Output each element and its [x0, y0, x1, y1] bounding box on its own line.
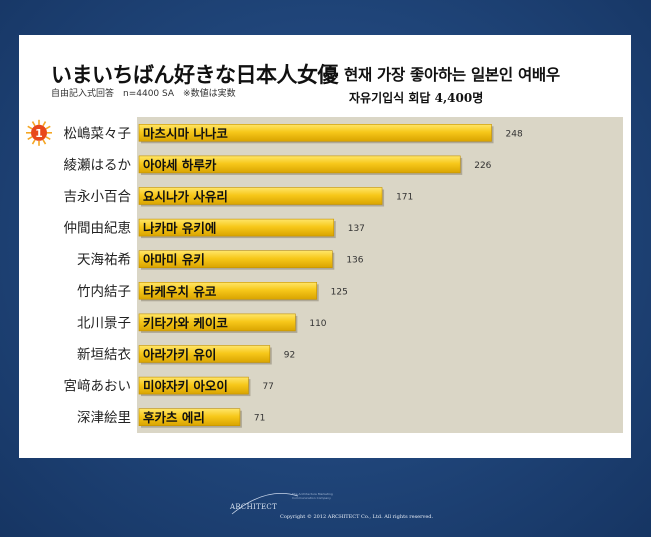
category-label: 松嶋菜々子 — [64, 126, 132, 142]
value-label: 125 — [331, 287, 348, 297]
bar-label-kr: 아야세 하루카 — [143, 157, 217, 172]
copyright-notice: Copyright © 2012 ARCHITECT Co., Ltd. All… — [280, 514, 434, 520]
bar-label-kr: 키타가와 케이코 — [143, 315, 228, 330]
bar-label-kr: 미야자키 아오이 — [143, 379, 228, 394]
bar-label-kr: 아라가키 유이 — [143, 347, 216, 362]
bar — [138, 155, 461, 174]
bar — [138, 250, 333, 268]
chart-card: 松嶋菜々子 마츠시마 나나코 248 綾瀬はるか 아야세 하루카 226 吉永小百合 요시나가… — [19, 35, 631, 458]
value-label: 71 — [254, 414, 265, 424]
bar-label-kr: 요시나가 사유리 — [143, 189, 228, 204]
value-label: 248 — [506, 129, 523, 139]
svg-text:1: 1 — [35, 127, 43, 140]
bar — [138, 345, 271, 363]
category-label: 綾瀬はるか — [64, 157, 132, 173]
value-label: 137 — [348, 224, 365, 234]
bar-label-kr: 아마미 유키 — [143, 252, 205, 267]
category-label: 吉永小百合 — [64, 189, 132, 205]
category-label: 天海祐希 — [77, 252, 131, 268]
category-label: 仲間由紀恵 — [64, 221, 132, 237]
architect-tagline: The Architecture Marketing Communication… — [292, 492, 333, 500]
bar-label-kr: 마츠시마 나나코 — [143, 126, 228, 141]
chart-title-kr: 현재 가장 좋아하는 일본인 여배우 — [344, 65, 560, 84]
bar-chart: 松嶋菜々子 마츠시마 나나코 248 綾瀬はるか 아야세 하루카 226 吉永小百合 요시나가… — [26, 117, 623, 433]
architect-logo-text: ARCHITECT — [230, 503, 278, 511]
chart-subtitle-kr: 자유기입식 회답 4,400명 — [349, 91, 484, 105]
category-label: 深津絵里 — [77, 410, 131, 426]
bar — [138, 408, 241, 427]
chart-title-jp: いまいちばん好きな日本人女優 — [51, 63, 339, 87]
bar-label-kr: 후카츠 에리 — [143, 410, 205, 425]
bar — [138, 124, 492, 142]
value-label: 226 — [474, 161, 491, 171]
value-label: 77 — [262, 382, 273, 392]
value-label: 171 — [396, 193, 413, 203]
bar — [138, 187, 383, 205]
architect-logo — [231, 493, 299, 515]
rank-1-badge-icon: 1 — [26, 119, 52, 146]
bar — [138, 376, 249, 395]
category-label: 北川景子 — [77, 315, 131, 331]
category-label: 新垣結衣 — [77, 347, 131, 363]
value-label: 136 — [346, 256, 363, 266]
value-label: 92 — [284, 351, 295, 361]
bar-label-kr: 타케우치 유코 — [143, 284, 217, 299]
category-label: 宮﨑あおい — [64, 379, 132, 395]
category-label: 竹内結子 — [77, 284, 131, 300]
bar — [138, 313, 296, 332]
value-label: 110 — [309, 319, 326, 329]
chart-subtitle-jp: 自由記入式回答 n=4400 SA ※数値は実数 — [51, 89, 236, 99]
bar-label-kr: 나카마 유키에 — [143, 221, 216, 236]
bar — [138, 282, 317, 300]
bar — [138, 218, 335, 237]
